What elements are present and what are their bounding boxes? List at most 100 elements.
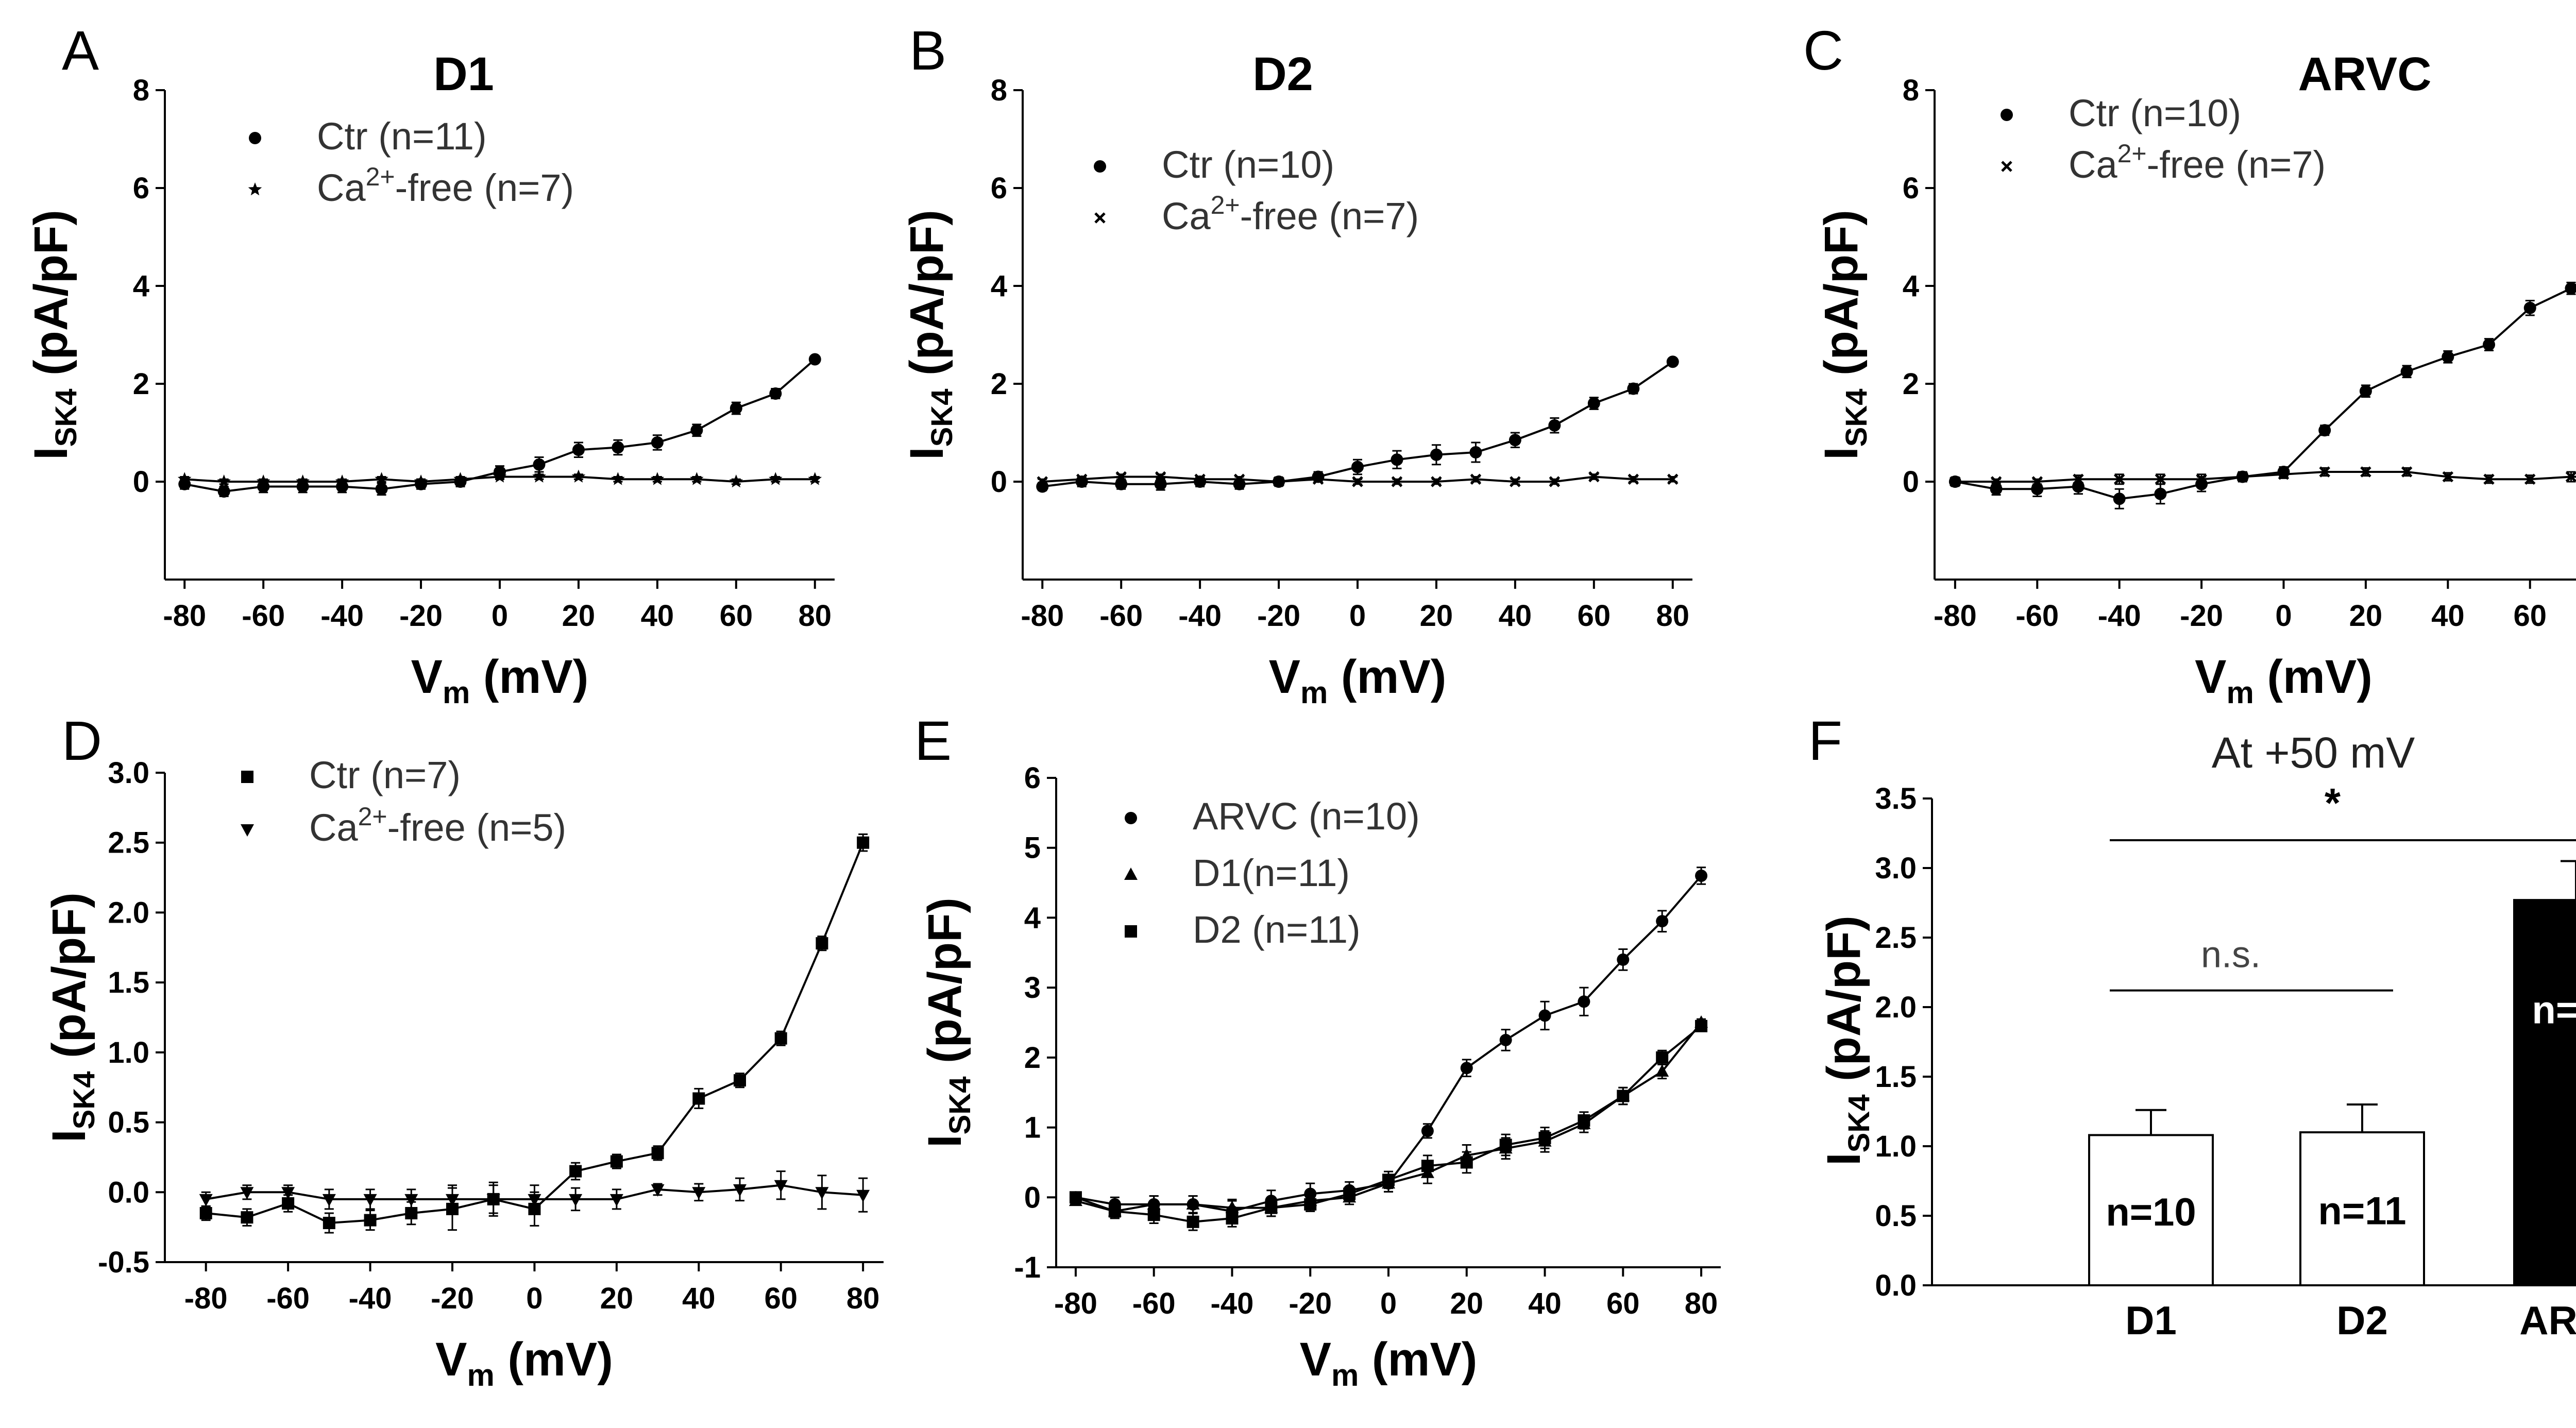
data-point: [857, 836, 870, 849]
data-point: [611, 472, 625, 485]
x-tick-label: 40: [1499, 599, 1532, 633]
y-tick-label: 2: [1024, 1041, 1041, 1075]
x-axis-label: Vm (mV): [1269, 651, 1447, 710]
data-point: [2565, 471, 2576, 483]
data-point: [414, 474, 428, 488]
data-point: [1076, 473, 1088, 485]
y-tick-label: 3.0: [1875, 852, 1917, 885]
y-tick-label: 3: [1024, 971, 1041, 1005]
y-axis-label: ISK4 (pA/pF): [1818, 915, 1876, 1166]
data-point: [1549, 476, 1561, 487]
data-point: [569, 1165, 582, 1178]
data-point: [240, 1187, 254, 1200]
y-tick-label: 3.0: [108, 756, 149, 790]
x-tick-label: 20: [1450, 1287, 1484, 1320]
data-point: [1656, 915, 1669, 928]
data-point: [729, 474, 743, 488]
y-tick-label: 0.0: [108, 1176, 149, 1209]
x-tick-label: -40: [2098, 599, 2141, 633]
x-tick-label: -60: [1099, 599, 1143, 633]
data-point: [1667, 473, 1679, 485]
data-point: [769, 387, 782, 400]
data-point: [486, 1194, 500, 1206]
data-point: [241, 1211, 253, 1224]
data-point: [1233, 473, 1245, 485]
data-point: [1666, 355, 1679, 368]
data-point: [364, 1214, 377, 1227]
y-axis-label: ISK4 (pA/pF): [901, 210, 959, 460]
x-tick-label: 0: [492, 599, 508, 633]
data-point: [569, 1194, 583, 1206]
data-point: [2278, 468, 2290, 480]
y-tick-label: 4: [133, 269, 149, 303]
data-point: [1578, 995, 1590, 1008]
data-point: [2319, 466, 2330, 478]
x-tick-label: 0: [1380, 1287, 1397, 1320]
data-point: [2196, 473, 2207, 485]
bar-d2: D2 n=11: [2299, 1103, 2425, 1343]
data-point: [1382, 1174, 1395, 1186]
legend-marker: [1125, 925, 1137, 938]
data-point: [1538, 1009, 1551, 1022]
data-point: [690, 424, 703, 437]
data-point: [2483, 338, 2496, 351]
bar: [2513, 899, 2576, 1286]
panel-title: D1: [433, 48, 494, 100]
x-axis-label: Vm (mV): [411, 651, 589, 710]
data-point: [2318, 424, 2331, 437]
series-2: [177, 469, 822, 488]
x-tick-label: -80: [184, 1282, 228, 1315]
x-tick-label: -80: [1934, 599, 1977, 633]
error-bar: [2136, 1109, 2166, 1135]
data-point: [375, 472, 388, 485]
data-point: [2483, 473, 2495, 485]
data-point: [281, 1187, 295, 1200]
legend-label: Ctr (n=7): [309, 754, 461, 796]
x-tick-label: -60: [2015, 599, 2059, 633]
data-point: [2401, 466, 2413, 478]
x-tick-label: 60: [1606, 1287, 1640, 1320]
x-tick-label: 20: [600, 1282, 634, 1315]
data-point: [2523, 301, 2536, 314]
x-axis-label: Vm (mV): [1300, 1333, 1478, 1392]
data-point: [2400, 365, 2413, 378]
x-tick-label: -20: [399, 599, 443, 633]
x-tick-label: -40: [320, 599, 364, 633]
data-point: [446, 1194, 459, 1206]
data-point: [404, 1194, 418, 1206]
data-point: [1628, 473, 1639, 485]
x-tick-label: -20: [2180, 599, 2223, 633]
y-tick-label: 0.5: [108, 1106, 149, 1140]
bar: [2088, 1134, 2214, 1286]
data-point: [571, 469, 586, 483]
data-point: [1695, 1019, 1708, 1032]
data-point: [1950, 476, 1961, 487]
x-tick-label: -60: [242, 599, 285, 633]
legend-marker: [1124, 868, 1138, 880]
x-tick-label: D2: [2336, 1298, 2388, 1343]
y-tick-label: 0: [991, 465, 1007, 499]
legend-marker: [248, 182, 262, 196]
y-tick-label: 1.5: [1875, 1060, 1917, 1094]
data-point: [1155, 471, 1166, 483]
data-point: [692, 1092, 705, 1105]
data-point: [1499, 1138, 1512, 1151]
x-tick-label: 40: [682, 1282, 716, 1315]
legend-label: Ca2+-free (n=7): [1162, 191, 1419, 237]
data-point: [651, 1147, 664, 1160]
y-tick-label: 4: [991, 269, 1007, 303]
data-point: [1470, 473, 1482, 485]
data-point: [1194, 473, 1206, 485]
data-point: [2113, 492, 2126, 505]
legend-marker: [1125, 812, 1137, 824]
data-point: [1421, 1125, 1434, 1137]
panel-letter: A: [62, 19, 99, 81]
x-tick-label: 20: [562, 599, 596, 633]
data-point: [808, 353, 821, 366]
data-point: [1510, 476, 1521, 487]
data-point: [1115, 471, 1127, 483]
y-axis-label: ISK4 (pA/pF): [25, 210, 83, 460]
legend-label: Ctr (n=10): [1162, 143, 1334, 186]
data-point: [1187, 1215, 1199, 1228]
